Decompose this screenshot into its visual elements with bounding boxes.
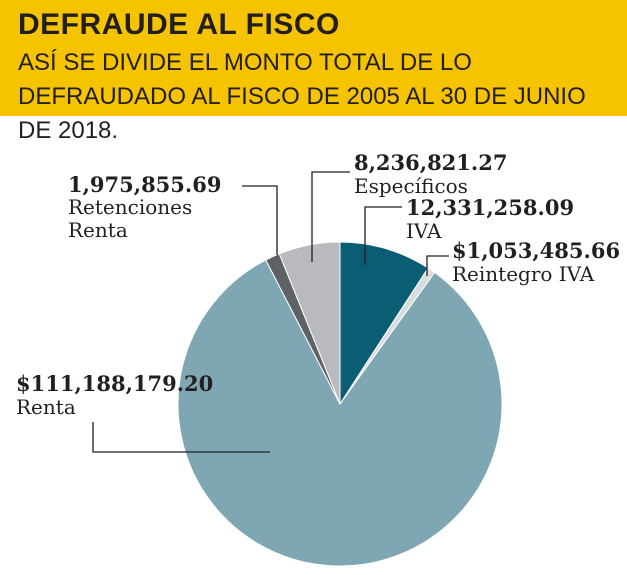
label-value-especificos: 8,236,821.27 xyxy=(354,150,507,175)
pie-slice-renta xyxy=(177,259,503,567)
label-name-reintegro: Reintegro IVA xyxy=(452,262,595,286)
leader-renta xyxy=(92,422,270,453)
label-value-reintegro: $1,053,485.66 xyxy=(452,238,620,263)
leader-iva xyxy=(364,206,402,265)
leader-reintegro xyxy=(426,255,449,276)
label-value-renta: $111,188,179.20 xyxy=(16,371,213,396)
label-name-especificos: Específicos xyxy=(354,174,468,198)
leader-especificos xyxy=(311,171,350,262)
label-name-retenciones-1: Retenciones xyxy=(68,195,192,219)
label-value-iva: 12,331,258.09 xyxy=(406,195,574,220)
header-banner: DEFRAUDE AL FISCO ASÍ SE DIVIDE EL MONTO… xyxy=(0,0,627,144)
label-value-retenciones: 1,975,855.69 xyxy=(68,172,221,197)
label-name-iva: IVA xyxy=(406,219,442,243)
chart-title: DEFRAUDE AL FISCO xyxy=(18,8,340,41)
leader-retenciones xyxy=(242,185,278,255)
label-name-renta: Renta xyxy=(16,395,76,419)
chart-subtitle: ASÍ SE DIVIDE EL MONTO TOTAL DE LO DEFRA… xyxy=(18,49,586,144)
pie-slice-especificos xyxy=(278,241,341,405)
label-name-retenciones-2: Renta xyxy=(68,218,128,242)
